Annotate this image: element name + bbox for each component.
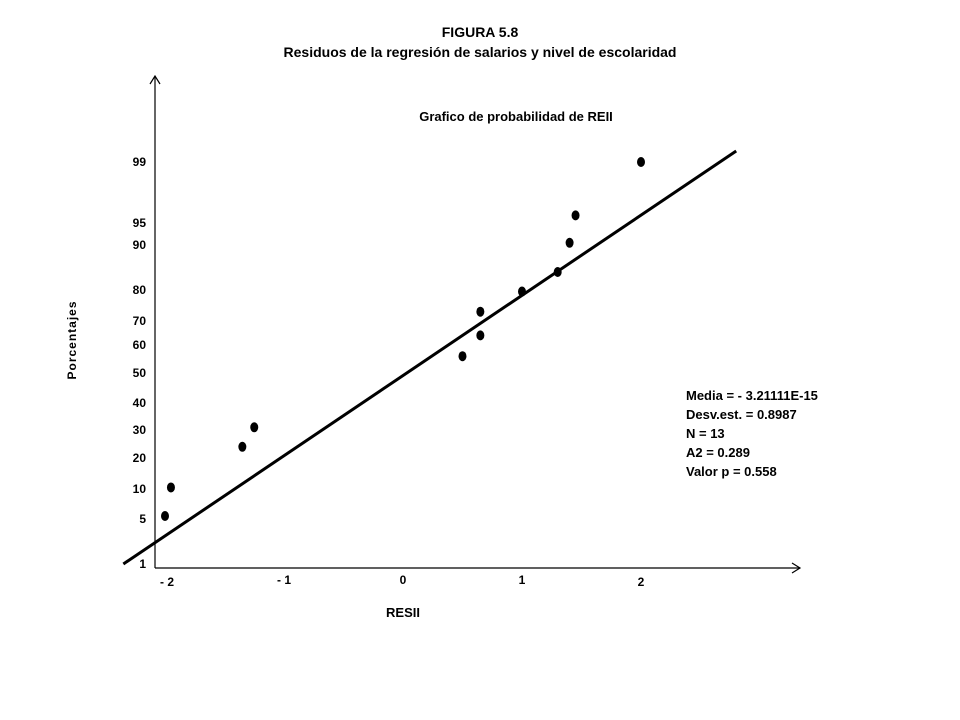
y-tick-label: 70: [133, 314, 147, 328]
y-tick-label: 10: [133, 482, 147, 496]
data-point: [637, 157, 645, 167]
y-tick-label: 30: [133, 423, 147, 437]
data-point: [476, 306, 485, 317]
x-tick-label: 2: [638, 575, 645, 589]
x-tick-label: - 2: [160, 575, 174, 589]
y-tick-label: 40: [133, 396, 147, 410]
x-tick-label: 1: [519, 573, 526, 587]
data-point: [518, 286, 526, 297]
y-tick-label: 60: [133, 338, 147, 352]
x-axis-label: RESII: [386, 605, 420, 620]
y-tick-label: 5: [139, 512, 146, 526]
y-tick-label: 99: [133, 155, 147, 169]
y-tick-label: 80: [133, 283, 147, 297]
figure-title: Residuos de la regresión de salarios y n…: [283, 44, 677, 60]
x-tick-label: 0: [400, 573, 407, 587]
stat-pvalue: Valor p = 0.558: [686, 464, 777, 479]
y-tick-labels: 1 5 10 20 30 40 50 60 70 80 90 95 99: [133, 155, 147, 571]
chart-title: Grafico de probabilidad de REII: [419, 109, 613, 124]
data-point: [571, 210, 580, 221]
y-tick-label: 1: [139, 557, 146, 571]
y-tick-label: 20: [133, 451, 147, 465]
fit-line: [122, 149, 738, 566]
x-tick-label: - 1: [277, 573, 291, 587]
stat-a2: A2 = 0.289: [686, 445, 750, 460]
y-tick-label: 50: [133, 366, 147, 380]
y-tick-label: 90: [133, 238, 147, 252]
statistics-box: Media = - 3.21111E-15 Desv.est. = 0.8987…: [686, 386, 818, 481]
axes: [149, 74, 802, 574]
figure-label: FIGURA 5.8: [441, 24, 519, 40]
stat-stdev: Desv.est. = 0.8987: [686, 407, 797, 422]
x-axis-arrow: [791, 562, 802, 574]
y-axis-label: Porcentajes: [65, 300, 79, 379]
data-point: [565, 237, 574, 248]
stat-mean: Media = - 3.21111E-15: [686, 388, 818, 403]
data-point: [553, 267, 562, 277]
stat-n: N = 13: [686, 426, 725, 441]
data-point: [166, 482, 175, 493]
data-point: [250, 422, 259, 433]
data-points: [161, 157, 645, 521]
y-tick-label: 95: [133, 216, 147, 230]
data-point: [476, 330, 485, 341]
x-tick-labels: - 2 - 1 0 1 2: [160, 573, 645, 589]
y-axis-arrow: [149, 74, 161, 85]
data-point: [458, 351, 467, 362]
data-point: [238, 441, 247, 452]
data-point: [161, 511, 169, 521]
